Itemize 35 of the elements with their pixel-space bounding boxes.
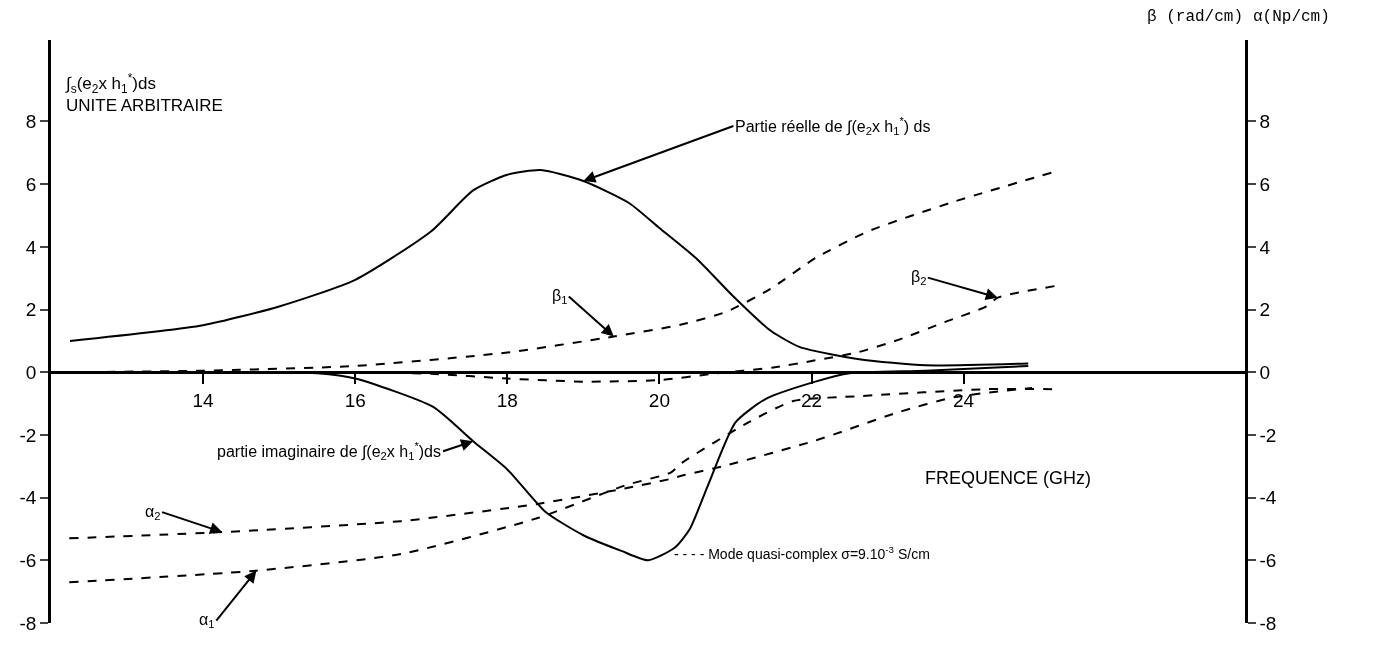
y2-tick-label: -8 bbox=[1259, 612, 1277, 634]
annotation: α$_{1}$ bbox=[199, 611, 215, 631]
annotation: Partie réelle de ∫(e$_{2}$x h$_{1}$$^{*}$) ds bbox=[735, 115, 931, 138]
y-tick-label: 4 bbox=[25, 236, 37, 258]
y2-tick-label: 6 bbox=[1259, 173, 1271, 195]
annotation: partie imaginaire de ∫(e$_{2}$x h$_{1}$$^{*}$)ds bbox=[217, 440, 441, 463]
y-tick-label: -6 bbox=[19, 549, 37, 571]
y2-axis-title: α(Np/cm) bbox=[1253, 8, 1330, 26]
annotation: α$_{2}$ bbox=[145, 503, 161, 523]
y2-tick-label: 4 bbox=[1259, 236, 1271, 258]
y2-tick-label: 8 bbox=[1259, 111, 1271, 133]
y-tick-label: 6 bbox=[25, 173, 37, 195]
annotation: β$_{2}$ bbox=[911, 268, 927, 288]
y-tick-label: 8 bbox=[25, 111, 37, 133]
x-tick-label: 22 bbox=[800, 389, 823, 411]
y2-tick-label: -4 bbox=[1259, 487, 1277, 509]
text: β (rad/cm) bbox=[1147, 8, 1244, 26]
x-tick-label: 14 bbox=[192, 389, 215, 411]
y-tick-label: 0 bbox=[25, 361, 37, 383]
x-tick-label: 16 bbox=[344, 389, 366, 411]
x-tick-label: 24 bbox=[953, 389, 975, 411]
annotation: β$_{1}$ bbox=[552, 287, 568, 307]
y2-tick-label: -2 bbox=[1259, 424, 1277, 446]
y-tick-label: -4 bbox=[19, 487, 37, 509]
x-tick-label: 18 bbox=[496, 389, 518, 411]
y2-tick-label: -6 bbox=[1259, 549, 1277, 571]
y2-tick-label: 0 bbox=[1259, 361, 1271, 383]
y-tick-label: -8 bbox=[19, 612, 37, 634]
y2-tick-label: 2 bbox=[1259, 299, 1271, 321]
y-tick-label: -2 bbox=[19, 424, 37, 446]
y-tick-label: 2 bbox=[25, 299, 37, 321]
annotation: - - - - Mode quasi-complex σ=9.10$^{-3}$ S/cm bbox=[674, 544, 930, 562]
x-axis-title: FREQUENCE (GHz) bbox=[925, 468, 1091, 488]
text: ∫$_{s}$(e$_{2}$x h$_{1}$$^{*}$)ds UNITE ARBITRAIRE bbox=[66, 71, 223, 116]
x-tick-label: 20 bbox=[648, 389, 670, 411]
